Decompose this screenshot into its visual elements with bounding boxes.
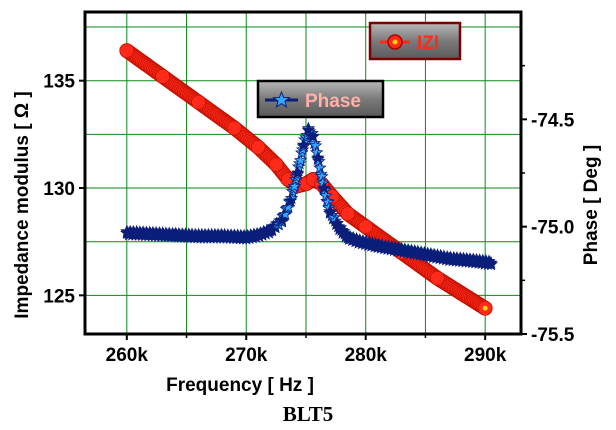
left-y-tick-label: 130 xyxy=(43,179,75,200)
izi-data-point xyxy=(251,140,265,154)
x-axis-title: Frequency [ Hz ] xyxy=(166,375,314,396)
left-y-axis-title: Impedance modulus [ Ω ] xyxy=(12,91,33,318)
izi-data-point xyxy=(341,207,355,221)
x-tick-label: 280k xyxy=(345,345,388,366)
left-y-tick-label: 125 xyxy=(43,286,75,307)
figure-caption: BLT5 xyxy=(0,402,616,427)
right-y-tick-label: -75.5 xyxy=(531,325,575,346)
legend-izi: IZI xyxy=(370,23,460,59)
izi-data-point xyxy=(191,95,205,109)
x-tick-label: 290k xyxy=(464,345,507,366)
x-tick-label: 260k xyxy=(106,345,149,366)
x-tick-label: 270k xyxy=(225,345,268,366)
right-y-tick-label: -74.5 xyxy=(531,110,575,131)
izi-data-point xyxy=(359,220,373,234)
izi-data-point xyxy=(156,69,170,83)
legend-phase-label: Phase xyxy=(305,91,361,112)
right-y-tick-label: -75.0 xyxy=(531,218,574,239)
izi-data-point xyxy=(227,121,241,135)
right-y-axis-title: Phase [ Deg ] xyxy=(581,145,602,265)
izi-data-point xyxy=(430,271,444,285)
izi-data-point xyxy=(269,157,283,171)
chart: 260k 270k 280k 290k 125 130 135 -75.5 -75.0 -74.5… xyxy=(0,0,616,400)
izi-end-highlight xyxy=(483,306,488,311)
legend-izi-marker-highlight xyxy=(393,40,398,45)
left-y-tick-label: 135 xyxy=(43,72,75,93)
legend-phase: Phase xyxy=(258,81,383,117)
legend-izi-label: IZI xyxy=(417,33,439,54)
izi-data-point xyxy=(120,44,134,58)
